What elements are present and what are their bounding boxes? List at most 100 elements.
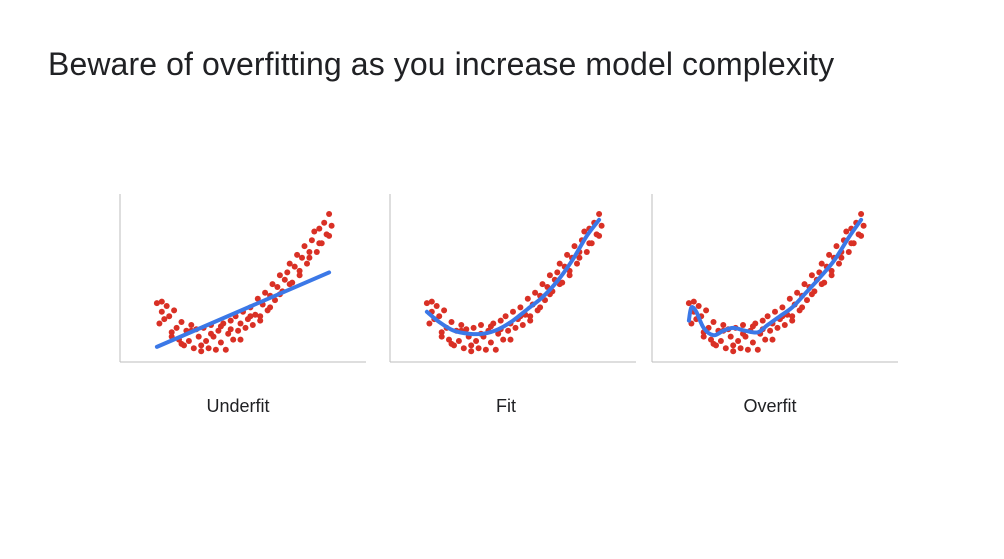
data-point [178, 319, 185, 325]
data-point [574, 260, 580, 267]
data-point [237, 320, 244, 327]
data-point [720, 322, 727, 328]
data-point [301, 243, 308, 250]
data-point [304, 260, 310, 267]
data-point [158, 298, 165, 305]
data-point [527, 317, 534, 324]
data-point [313, 249, 320, 255]
data-point [423, 300, 430, 307]
data-point [276, 272, 283, 279]
data-point [537, 304, 544, 311]
data-point [215, 327, 222, 334]
data-point [274, 284, 281, 290]
fit-line-fit [424, 217, 602, 337]
data-point [262, 289, 269, 296]
data-point [308, 237, 315, 244]
data-point [158, 308, 165, 315]
data-point [517, 304, 524, 311]
data-point [227, 317, 234, 324]
data-point [257, 313, 264, 320]
data-point [848, 240, 855, 247]
data-point [190, 345, 197, 352]
data-point [473, 338, 480, 344]
data-point [171, 307, 178, 314]
caption-fit: Fit [496, 396, 516, 416]
data-point [507, 336, 514, 343]
points-fit [423, 211, 605, 355]
data-point [754, 346, 761, 353]
data-point [524, 295, 531, 302]
data-point [468, 342, 475, 349]
data-point [717, 338, 724, 344]
data-point [860, 222, 867, 229]
data-point [321, 219, 328, 226]
data-point [828, 272, 835, 279]
data-point [299, 254, 305, 261]
data-point [166, 313, 173, 320]
points-overfit [685, 211, 867, 355]
data-point [269, 281, 276, 288]
data-point [468, 348, 475, 355]
data-point [438, 329, 445, 336]
axes-fit [389, 194, 636, 363]
data-point [571, 243, 578, 250]
data-point [296, 267, 303, 274]
data-point [700, 333, 707, 340]
data-point [168, 329, 175, 336]
data-point [254, 295, 261, 302]
data-point [222, 346, 229, 353]
data-point [804, 297, 810, 304]
data-point [296, 272, 303, 279]
data-point [838, 254, 845, 261]
data-point [527, 313, 534, 320]
data-point [487, 339, 494, 346]
data-point [505, 327, 512, 334]
data-point [845, 249, 852, 255]
data-point [294, 251, 301, 258]
data-point [767, 327, 774, 334]
data-point [772, 308, 778, 315]
data-point [695, 303, 702, 309]
data-point [217, 323, 224, 330]
axes-overfit [651, 194, 898, 363]
chart-fit [389, 194, 636, 363]
data-point [237, 336, 244, 343]
data-point [598, 222, 605, 229]
data-point [208, 330, 214, 337]
data-point [460, 345, 467, 352]
data-point [178, 340, 185, 347]
data-point [470, 324, 477, 331]
data-point [441, 307, 448, 314]
data-point [690, 298, 697, 305]
data-point [426, 320, 433, 327]
data-point [764, 313, 771, 320]
fit-line-overfit [686, 217, 864, 338]
data-point [566, 272, 573, 279]
slide-title: Beware of overfitting as you increase mo… [48, 46, 835, 82]
data-point [786, 295, 793, 302]
data-point [281, 276, 288, 283]
data-point [173, 324, 180, 331]
chart-panel-overfit [650, 190, 900, 368]
chart-underfit [119, 194, 366, 363]
data-point [286, 281, 293, 288]
data-point [436, 313, 443, 320]
data-point [227, 326, 234, 333]
data-point [458, 322, 465, 328]
data-point [735, 338, 742, 344]
data-point [722, 345, 729, 352]
data-point [230, 336, 237, 343]
data-point [539, 281, 546, 288]
chart-panel-underfit [118, 190, 368, 368]
data-point [500, 336, 507, 343]
data-point [727, 333, 734, 340]
data-point [249, 322, 256, 328]
caption-underfit: Underfit [206, 396, 270, 416]
data-point [316, 240, 323, 247]
data-point [759, 317, 766, 324]
data-point [326, 211, 333, 217]
data-point [710, 340, 717, 347]
axes-underfit [119, 194, 366, 363]
data-point [564, 251, 571, 258]
data-point [198, 342, 205, 349]
